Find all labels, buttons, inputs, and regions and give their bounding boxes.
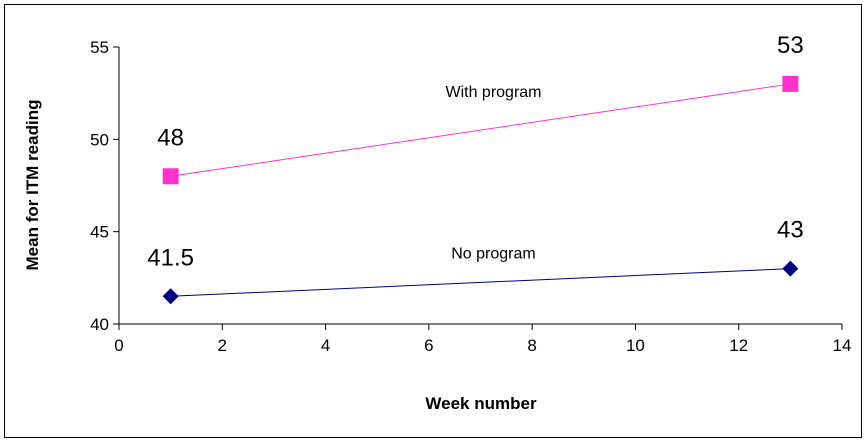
- y-tick-label: 55: [90, 38, 109, 57]
- y-tick-label: 40: [90, 315, 109, 334]
- x-tick-label: 0: [114, 336, 123, 355]
- data-label-no-program: 43: [777, 217, 804, 244]
- chart-area: [4, 4, 862, 438]
- series-name-label-no-program: No program: [451, 245, 535, 262]
- y-tick-label: 45: [90, 223, 109, 242]
- data-point-with-program: [782, 75, 799, 92]
- data-point-no-program: [162, 288, 179, 305]
- x-tick-label: 4: [321, 336, 330, 355]
- x-tick-label: 8: [527, 336, 536, 355]
- series-name-label-with-program: With program: [445, 84, 541, 101]
- y-axis-title: Mean for ITM reading: [23, 100, 42, 271]
- series-line-with-program: [170, 83, 791, 177]
- series-line-no-program: [170, 268, 791, 297]
- y-tick-label: 50: [90, 130, 109, 149]
- x-tick-label: 2: [218, 336, 227, 355]
- data-point-no-program: [782, 260, 799, 277]
- data-label-with-program: 48: [157, 124, 184, 151]
- data-label-no-program: 41.5: [147, 244, 194, 271]
- x-tick-label: 10: [626, 336, 645, 355]
- x-tick-label: 14: [833, 336, 852, 355]
- x-axis-title: Week number: [425, 394, 537, 413]
- data-point-with-program: [162, 168, 179, 185]
- plot-area: 40 45 50 55 0 2 4 6 8 10 12 14 48 53 With program 41.5 4…: [90, 32, 851, 355]
- x-tick-label: 12: [729, 336, 748, 355]
- x-tick-label: 6: [424, 336, 433, 355]
- data-label-with-program: 53: [777, 32, 804, 59]
